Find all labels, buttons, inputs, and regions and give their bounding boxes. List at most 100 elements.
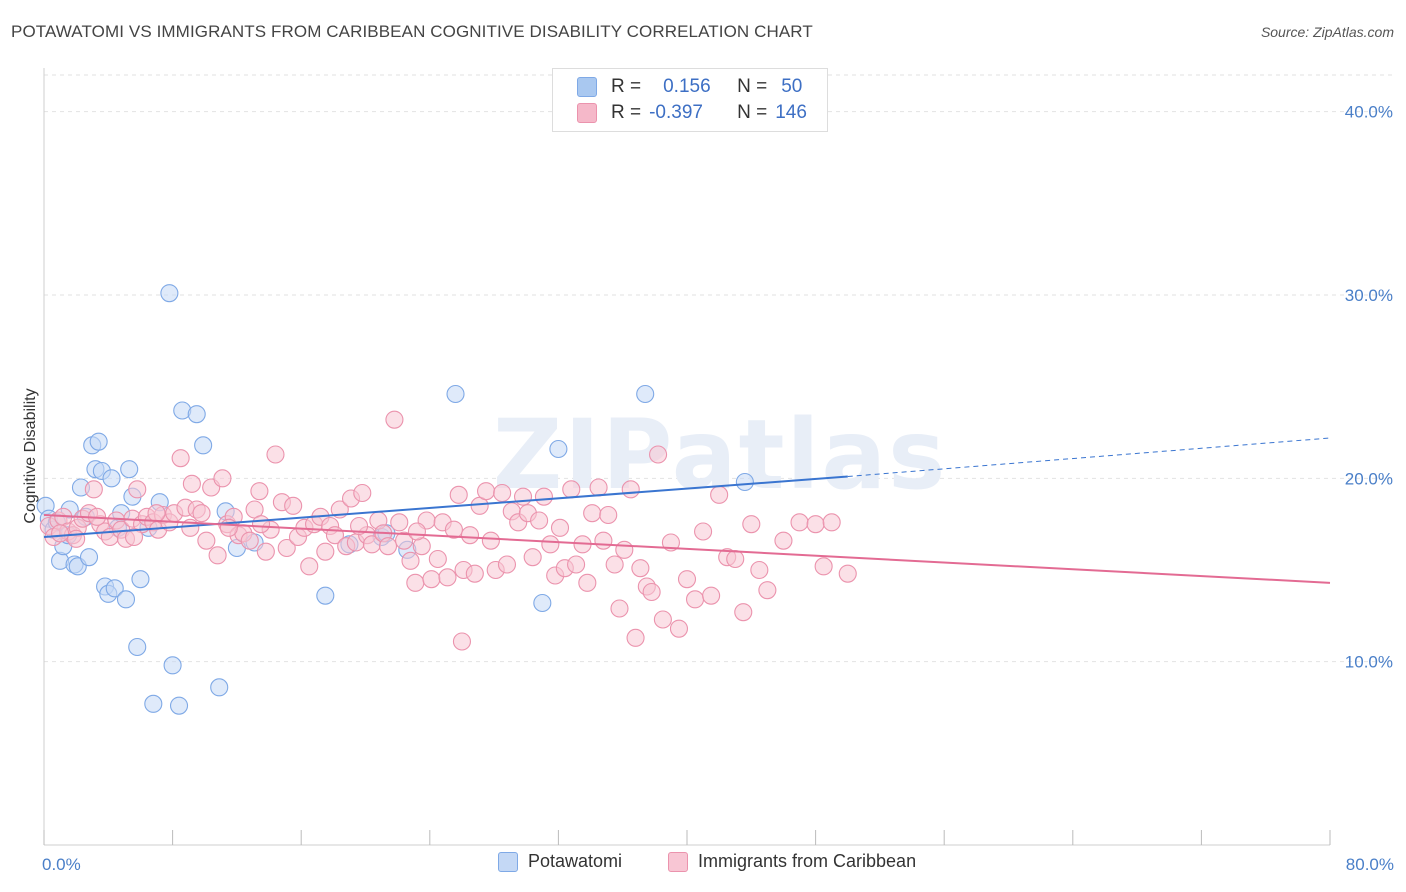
caribbean-point xyxy=(284,496,303,515)
potawatomi-point xyxy=(210,678,229,697)
caribbean-point xyxy=(444,520,463,539)
caribbean-point xyxy=(822,513,841,532)
n-value: 146 xyxy=(775,102,807,123)
legend-item-potawatomi: Potawatomi xyxy=(498,851,622,872)
caribbean-point xyxy=(653,610,672,629)
grid-layer xyxy=(44,74,1392,663)
caribbean-point xyxy=(497,555,517,574)
caribbean-point xyxy=(758,581,777,600)
potawatomi-point xyxy=(194,436,213,455)
caribbean-point xyxy=(694,522,713,541)
caribbean-point xyxy=(567,555,586,574)
caribbean-point xyxy=(250,482,269,501)
correlation-legend: R = 0.156 N = 50 R = -0.397 N = 146 xyxy=(552,68,828,132)
caribbean-point xyxy=(578,573,597,592)
caribbean-point xyxy=(530,511,549,530)
caribbean-point xyxy=(669,619,689,638)
y-tick-label: 40.0% xyxy=(1345,103,1393,122)
caribbean-point xyxy=(197,531,216,550)
trend-layer xyxy=(43,437,1331,584)
y-tick-label: 10.0% xyxy=(1345,653,1393,672)
caribbean-point xyxy=(750,560,769,580)
legend-swatch xyxy=(668,851,688,872)
caribbean-point xyxy=(67,529,86,548)
x-tick-label: 0.0% xyxy=(42,855,81,874)
legend-row-caribbean: R = -0.397 N = 146 xyxy=(577,100,807,126)
r-label: R = xyxy=(611,76,642,97)
legend-label: Immigrants from Caribbean xyxy=(698,851,917,871)
caribbean-point xyxy=(84,480,103,499)
potawatomi-point xyxy=(446,384,465,404)
potawatomi-point xyxy=(169,696,189,715)
potawatomi-point xyxy=(128,637,147,657)
potawatomi-point xyxy=(533,593,552,613)
caribbean-point xyxy=(562,480,581,499)
potawatomi-point xyxy=(187,405,206,424)
caribbean-point xyxy=(541,535,560,554)
potawatomi-point xyxy=(160,284,179,303)
caribbean-point xyxy=(422,570,441,589)
legend-swatch xyxy=(577,103,597,123)
caribbean-point xyxy=(277,538,296,558)
caribbean-point xyxy=(814,557,833,576)
y-tick-label: 20.0% xyxy=(1345,469,1393,488)
axis-layer xyxy=(43,68,1331,846)
caribbean-point xyxy=(626,628,645,647)
caribbean-point xyxy=(208,546,227,565)
caribbean-point xyxy=(550,518,570,537)
caribbean-point xyxy=(266,445,285,464)
potawatomi-point xyxy=(636,384,655,404)
caribbean-point xyxy=(649,445,668,464)
caribbean-point xyxy=(621,480,640,499)
caribbean-point xyxy=(742,515,761,534)
caribbean-point xyxy=(710,485,729,504)
caribbean-point xyxy=(401,551,420,570)
caribbean-point xyxy=(806,515,825,534)
caribbean-point xyxy=(171,449,190,468)
caribbean-point xyxy=(128,480,147,499)
caribbean-point xyxy=(407,522,426,541)
caribbean-point xyxy=(353,483,372,503)
x-tick-label: 80.0% xyxy=(1346,855,1394,874)
caribbean-point xyxy=(477,482,496,501)
caribbean-point xyxy=(251,515,271,534)
caribbean-point xyxy=(465,564,484,583)
label-layer: 10.0% 20.0% 30.0% 40.0% 0.0% 80.0% xyxy=(42,103,1394,874)
caribbean-point xyxy=(774,531,793,550)
caribbean-point xyxy=(534,487,553,506)
legend-row-potawatomi: R = 0.156 N = 50 xyxy=(577,74,802,100)
y-tick-label: 30.0% xyxy=(1345,286,1393,305)
caribbean-point xyxy=(395,531,414,550)
potawatomi-point xyxy=(144,694,163,713)
caribbean-point xyxy=(599,505,618,525)
caribbean-point xyxy=(350,516,369,536)
legend-label: Potawatomi xyxy=(528,851,623,871)
r-value: 0.156 xyxy=(663,76,711,97)
potawatomi-point xyxy=(120,460,139,479)
caribbean-point xyxy=(838,564,857,583)
potawatomi-point xyxy=(735,472,754,492)
caribbean-point xyxy=(790,513,809,532)
legend-swatch xyxy=(498,851,518,872)
caribbean-point xyxy=(610,599,629,618)
potawatomi-point xyxy=(79,548,99,567)
potawatomi-point xyxy=(102,469,121,488)
potawatomi-point xyxy=(131,570,150,589)
y-axis-label: Cognitive Disability xyxy=(22,388,39,523)
n-value: 50 xyxy=(781,76,803,97)
caribbean-point xyxy=(428,549,447,569)
caribbean-point xyxy=(631,559,650,578)
potawatomi-point xyxy=(163,656,182,675)
caribbean-point xyxy=(523,548,542,567)
caribbean-point xyxy=(192,504,211,523)
caribbean-point xyxy=(615,540,634,559)
n-label: N = xyxy=(737,76,768,97)
potawatomi-point xyxy=(105,579,124,598)
caribbean-point xyxy=(481,531,500,550)
caribbean-point xyxy=(385,410,404,429)
caribbean-point xyxy=(642,582,661,602)
caribbean-point xyxy=(51,524,70,543)
caribbean-point xyxy=(240,531,259,550)
caribbean-point xyxy=(513,487,533,506)
